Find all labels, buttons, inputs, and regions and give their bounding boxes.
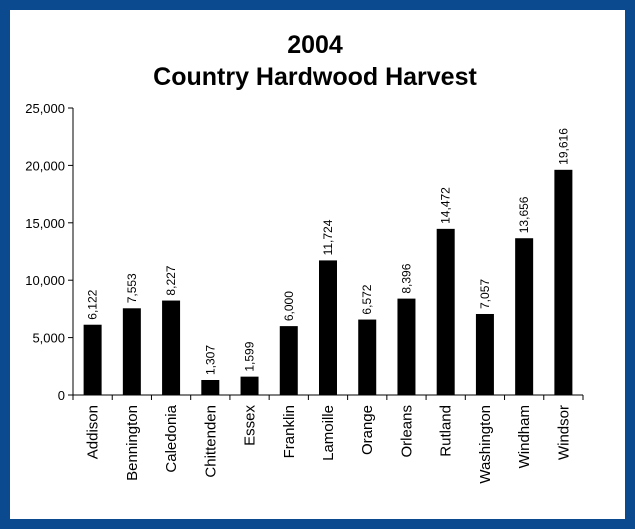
y-tick-label: 15,000 [25, 216, 65, 231]
x-tick-label: Orleans [398, 405, 415, 458]
x-tick-label: Windham [516, 405, 533, 468]
data-label: 6,000 [282, 291, 296, 321]
bar [554, 169, 573, 395]
x-tick-label: Rutland [438, 405, 455, 457]
x-tick-label: Windsor [555, 405, 572, 460]
x-tick-label: Essex [242, 405, 259, 446]
bar [279, 326, 298, 395]
data-label: 1,307 [203, 345, 217, 375]
x-tick-label: Lamoille [320, 405, 337, 461]
x-tick-label: Orange [359, 405, 376, 455]
data-label: 7,553 [125, 273, 139, 303]
y-tick-label: 5,000 [32, 331, 65, 346]
y-tick-label: 25,000 [25, 101, 65, 116]
chart-subtitle: Country Hardwood Harvest [153, 63, 477, 91]
bar [319, 260, 337, 395]
data-label: 8,227 [164, 265, 178, 295]
bar [201, 379, 220, 395]
data-label: 7,057 [478, 279, 492, 309]
data-label: 14,472 [439, 187, 453, 224]
bar [122, 308, 141, 395]
data-label: 13,656 [517, 196, 531, 233]
data-label: 8,396 [399, 263, 413, 293]
x-tick-label: Washington [477, 405, 494, 484]
bar-chart: 2004 Country Hardwood Harvest 0 5,000 10,0… [25, 31, 584, 484]
data-label: 6,572 [360, 284, 374, 314]
y-tick-label: 20,000 [25, 158, 65, 173]
bar [397, 298, 416, 395]
data-label: 1,599 [243, 341, 257, 371]
x-tick-label: Chittenden [202, 405, 219, 478]
bar [162, 300, 181, 395]
y-tick-label: 10,000 [25, 273, 65, 288]
x-tick-label: Addison [85, 405, 102, 459]
bar [83, 324, 102, 395]
data-label: 19,616 [556, 128, 570, 165]
bar [358, 319, 377, 395]
chart-title: 2004 [287, 31, 343, 59]
data-label: 11,724 [321, 219, 335, 255]
x-tick-label: Franklin [281, 405, 298, 458]
y-tick-label: 0 [58, 388, 65, 403]
bar [515, 238, 534, 395]
bars: 6,122 7,553 8,227 1,307 1,599 6,000 11,724 6,57… [83, 128, 573, 395]
bar [475, 313, 494, 395]
bar [436, 228, 455, 395]
x-tick-label: Bennington [124, 405, 141, 481]
data-label: 6,122 [86, 289, 100, 319]
bar [240, 376, 259, 395]
x-tick-label: Caledonia [163, 404, 180, 472]
axes: 0 5,000 10,000 15,000 20,000 25,000 Addison Ben… [25, 101, 584, 484]
